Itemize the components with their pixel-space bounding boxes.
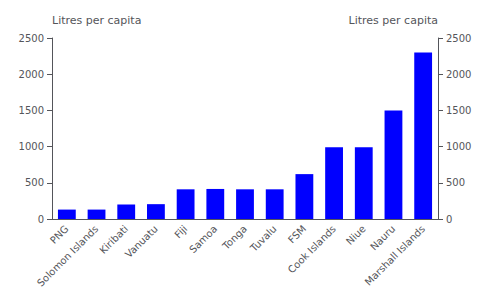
svg-text:Cook Islands: Cook Islands: [286, 223, 338, 275]
svg-text:Kiribati: Kiribati: [97, 223, 131, 256]
svg-text:0: 0: [38, 214, 44, 225]
svg-text:1500: 1500: [19, 105, 44, 116]
svg-text:Fiji: Fiji: [172, 223, 189, 240]
svg-text:Niue: Niue: [344, 223, 368, 247]
svg-text:0: 0: [446, 214, 452, 225]
svg-text:PNG: PNG: [48, 223, 71, 246]
svg-text:2000: 2000: [19, 69, 44, 80]
svg-text:Vanuatu: Vanuatu: [123, 223, 160, 260]
svg-text:2500: 2500: [19, 33, 44, 44]
svg-text:500: 500: [25, 177, 44, 188]
svg-text:500: 500: [446, 177, 465, 188]
svg-text:Nauru: Nauru: [368, 223, 397, 252]
svg-text:2000: 2000: [446, 69, 471, 80]
svg-text:Marshall Islands: Marshall Islands: [363, 223, 427, 287]
svg-text:Tuvalu: Tuvalu: [247, 223, 278, 254]
svg-text:2500: 2500: [446, 33, 471, 44]
svg-text:Solomon Islands: Solomon Islands: [35, 223, 100, 288]
svg-text:1000: 1000: [19, 141, 44, 152]
svg-text:Tonga: Tonga: [220, 223, 249, 252]
svg-text:1000: 1000: [446, 141, 471, 152]
svg-text:Litres per capita: Litres per capita: [349, 14, 438, 27]
svg-text:Litres per capita: Litres per capita: [52, 14, 141, 27]
svg-text:FSM: FSM: [286, 223, 308, 245]
svg-text:1500: 1500: [446, 105, 471, 116]
svg-text:Samoa: Samoa: [187, 223, 219, 255]
